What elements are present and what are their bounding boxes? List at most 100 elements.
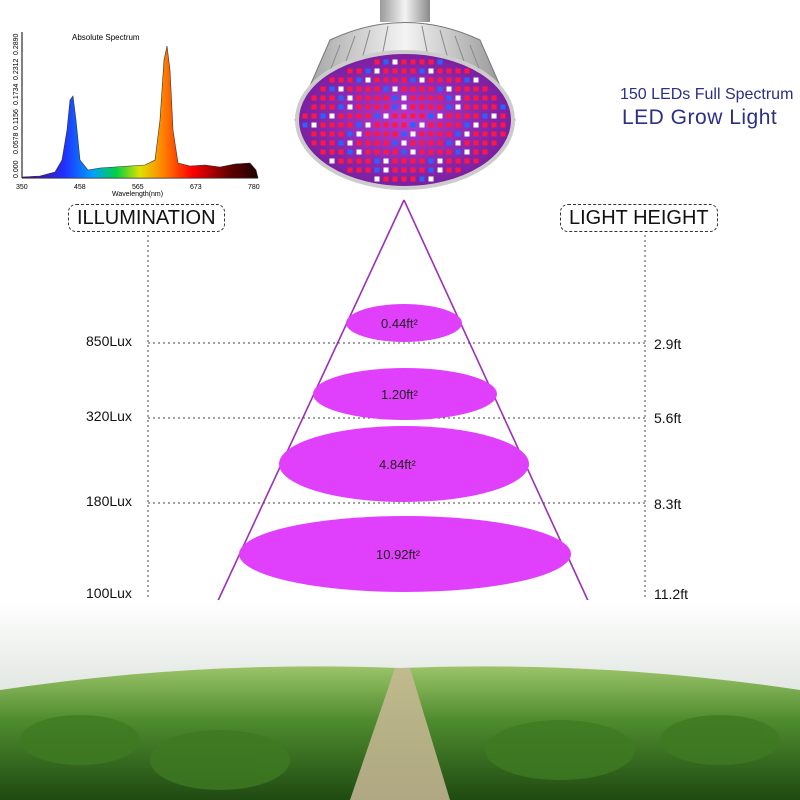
led-chip xyxy=(374,86,380,92)
led-chip xyxy=(338,95,344,101)
led-chip xyxy=(347,140,353,146)
led-chip xyxy=(347,149,353,155)
led-chip xyxy=(365,95,371,101)
cone-left-edge xyxy=(215,199,405,606)
led-chip xyxy=(455,68,461,74)
led-chip xyxy=(482,131,488,137)
led-chip xyxy=(329,113,335,119)
led-chip xyxy=(473,122,479,128)
led-chip xyxy=(365,131,371,137)
led-chip xyxy=(365,140,371,146)
y-tick: 0.0578 xyxy=(13,132,20,154)
y-tick: 0.1734 xyxy=(13,83,20,105)
led-chip xyxy=(410,68,416,74)
led-chip xyxy=(491,131,497,137)
led-chip xyxy=(329,131,335,137)
led-chip xyxy=(482,113,488,119)
led-chip xyxy=(356,149,362,155)
led-chip xyxy=(482,86,488,92)
led-chip xyxy=(347,122,353,128)
led-chip xyxy=(311,113,317,119)
led-chip xyxy=(374,113,380,119)
led-chip xyxy=(419,95,425,101)
led-chip xyxy=(383,77,389,83)
led-chip xyxy=(455,131,461,137)
led-chip xyxy=(419,68,425,74)
led-chip xyxy=(473,140,479,146)
led-chip xyxy=(410,176,416,182)
led-chip xyxy=(356,86,362,92)
led-chip xyxy=(428,77,434,83)
led-chip xyxy=(329,158,335,164)
led-chip xyxy=(473,95,479,101)
led-chip xyxy=(419,77,425,83)
led-chip xyxy=(473,149,479,155)
led-chip xyxy=(338,140,344,146)
led-chip xyxy=(347,95,353,101)
led-chip xyxy=(437,167,443,173)
cone-right-edge xyxy=(403,199,591,606)
led-chip xyxy=(347,167,353,173)
led-chip xyxy=(329,140,335,146)
led-chip xyxy=(392,68,398,74)
led-chip xyxy=(374,158,380,164)
led-chip xyxy=(464,77,470,83)
led-chip xyxy=(419,176,425,182)
led-chip xyxy=(383,167,389,173)
led-chip xyxy=(392,149,398,155)
led-chip xyxy=(437,95,443,101)
led-chip xyxy=(446,113,452,119)
led-chip xyxy=(455,104,461,110)
led-chip xyxy=(446,167,452,173)
led-chip xyxy=(383,95,389,101)
led-chip xyxy=(419,167,425,173)
led-chip xyxy=(455,149,461,155)
led-chip xyxy=(356,158,362,164)
led-chip xyxy=(437,59,443,65)
led-chip xyxy=(392,59,398,65)
led-chip xyxy=(410,113,416,119)
led-chip xyxy=(383,158,389,164)
led-chip xyxy=(473,104,479,110)
led-chip xyxy=(473,77,479,83)
led-chip xyxy=(464,140,470,146)
led-chip xyxy=(437,77,443,83)
led-chip xyxy=(365,86,371,92)
led-chip xyxy=(338,149,344,155)
area-label: 0.44ft² xyxy=(381,316,419,331)
led-chip xyxy=(446,77,452,83)
led-chip xyxy=(320,122,326,128)
led-chip xyxy=(428,131,434,137)
led-chip xyxy=(365,122,371,128)
led-chip xyxy=(311,131,317,137)
led-chip xyxy=(356,95,362,101)
led-chip xyxy=(410,149,416,155)
led-chip xyxy=(383,131,389,137)
coverage-ellipse-1 xyxy=(346,304,462,342)
led-chip xyxy=(464,104,470,110)
led-chip xyxy=(365,113,371,119)
led-chip xyxy=(329,86,335,92)
illumination-header: ILLUMINATION xyxy=(68,204,225,232)
led-chip xyxy=(482,149,488,155)
led-chip xyxy=(437,113,443,119)
led-chip xyxy=(401,122,407,128)
led-chip xyxy=(419,140,425,146)
led-chip xyxy=(338,86,344,92)
led-chip xyxy=(401,140,407,146)
led-chip xyxy=(347,68,353,74)
led-chip xyxy=(455,77,461,83)
led-chip xyxy=(428,95,434,101)
led-chip xyxy=(374,59,380,65)
led-chip xyxy=(356,77,362,83)
led-chip xyxy=(365,167,371,173)
led-chip xyxy=(356,140,362,146)
led-chip xyxy=(347,86,353,92)
area-label: 4.84ft² xyxy=(379,457,417,472)
led-chip xyxy=(491,104,497,110)
led-chip xyxy=(482,140,488,146)
led-chip xyxy=(383,86,389,92)
led-chip xyxy=(428,122,434,128)
led-chip xyxy=(392,86,398,92)
led-chip xyxy=(455,122,461,128)
